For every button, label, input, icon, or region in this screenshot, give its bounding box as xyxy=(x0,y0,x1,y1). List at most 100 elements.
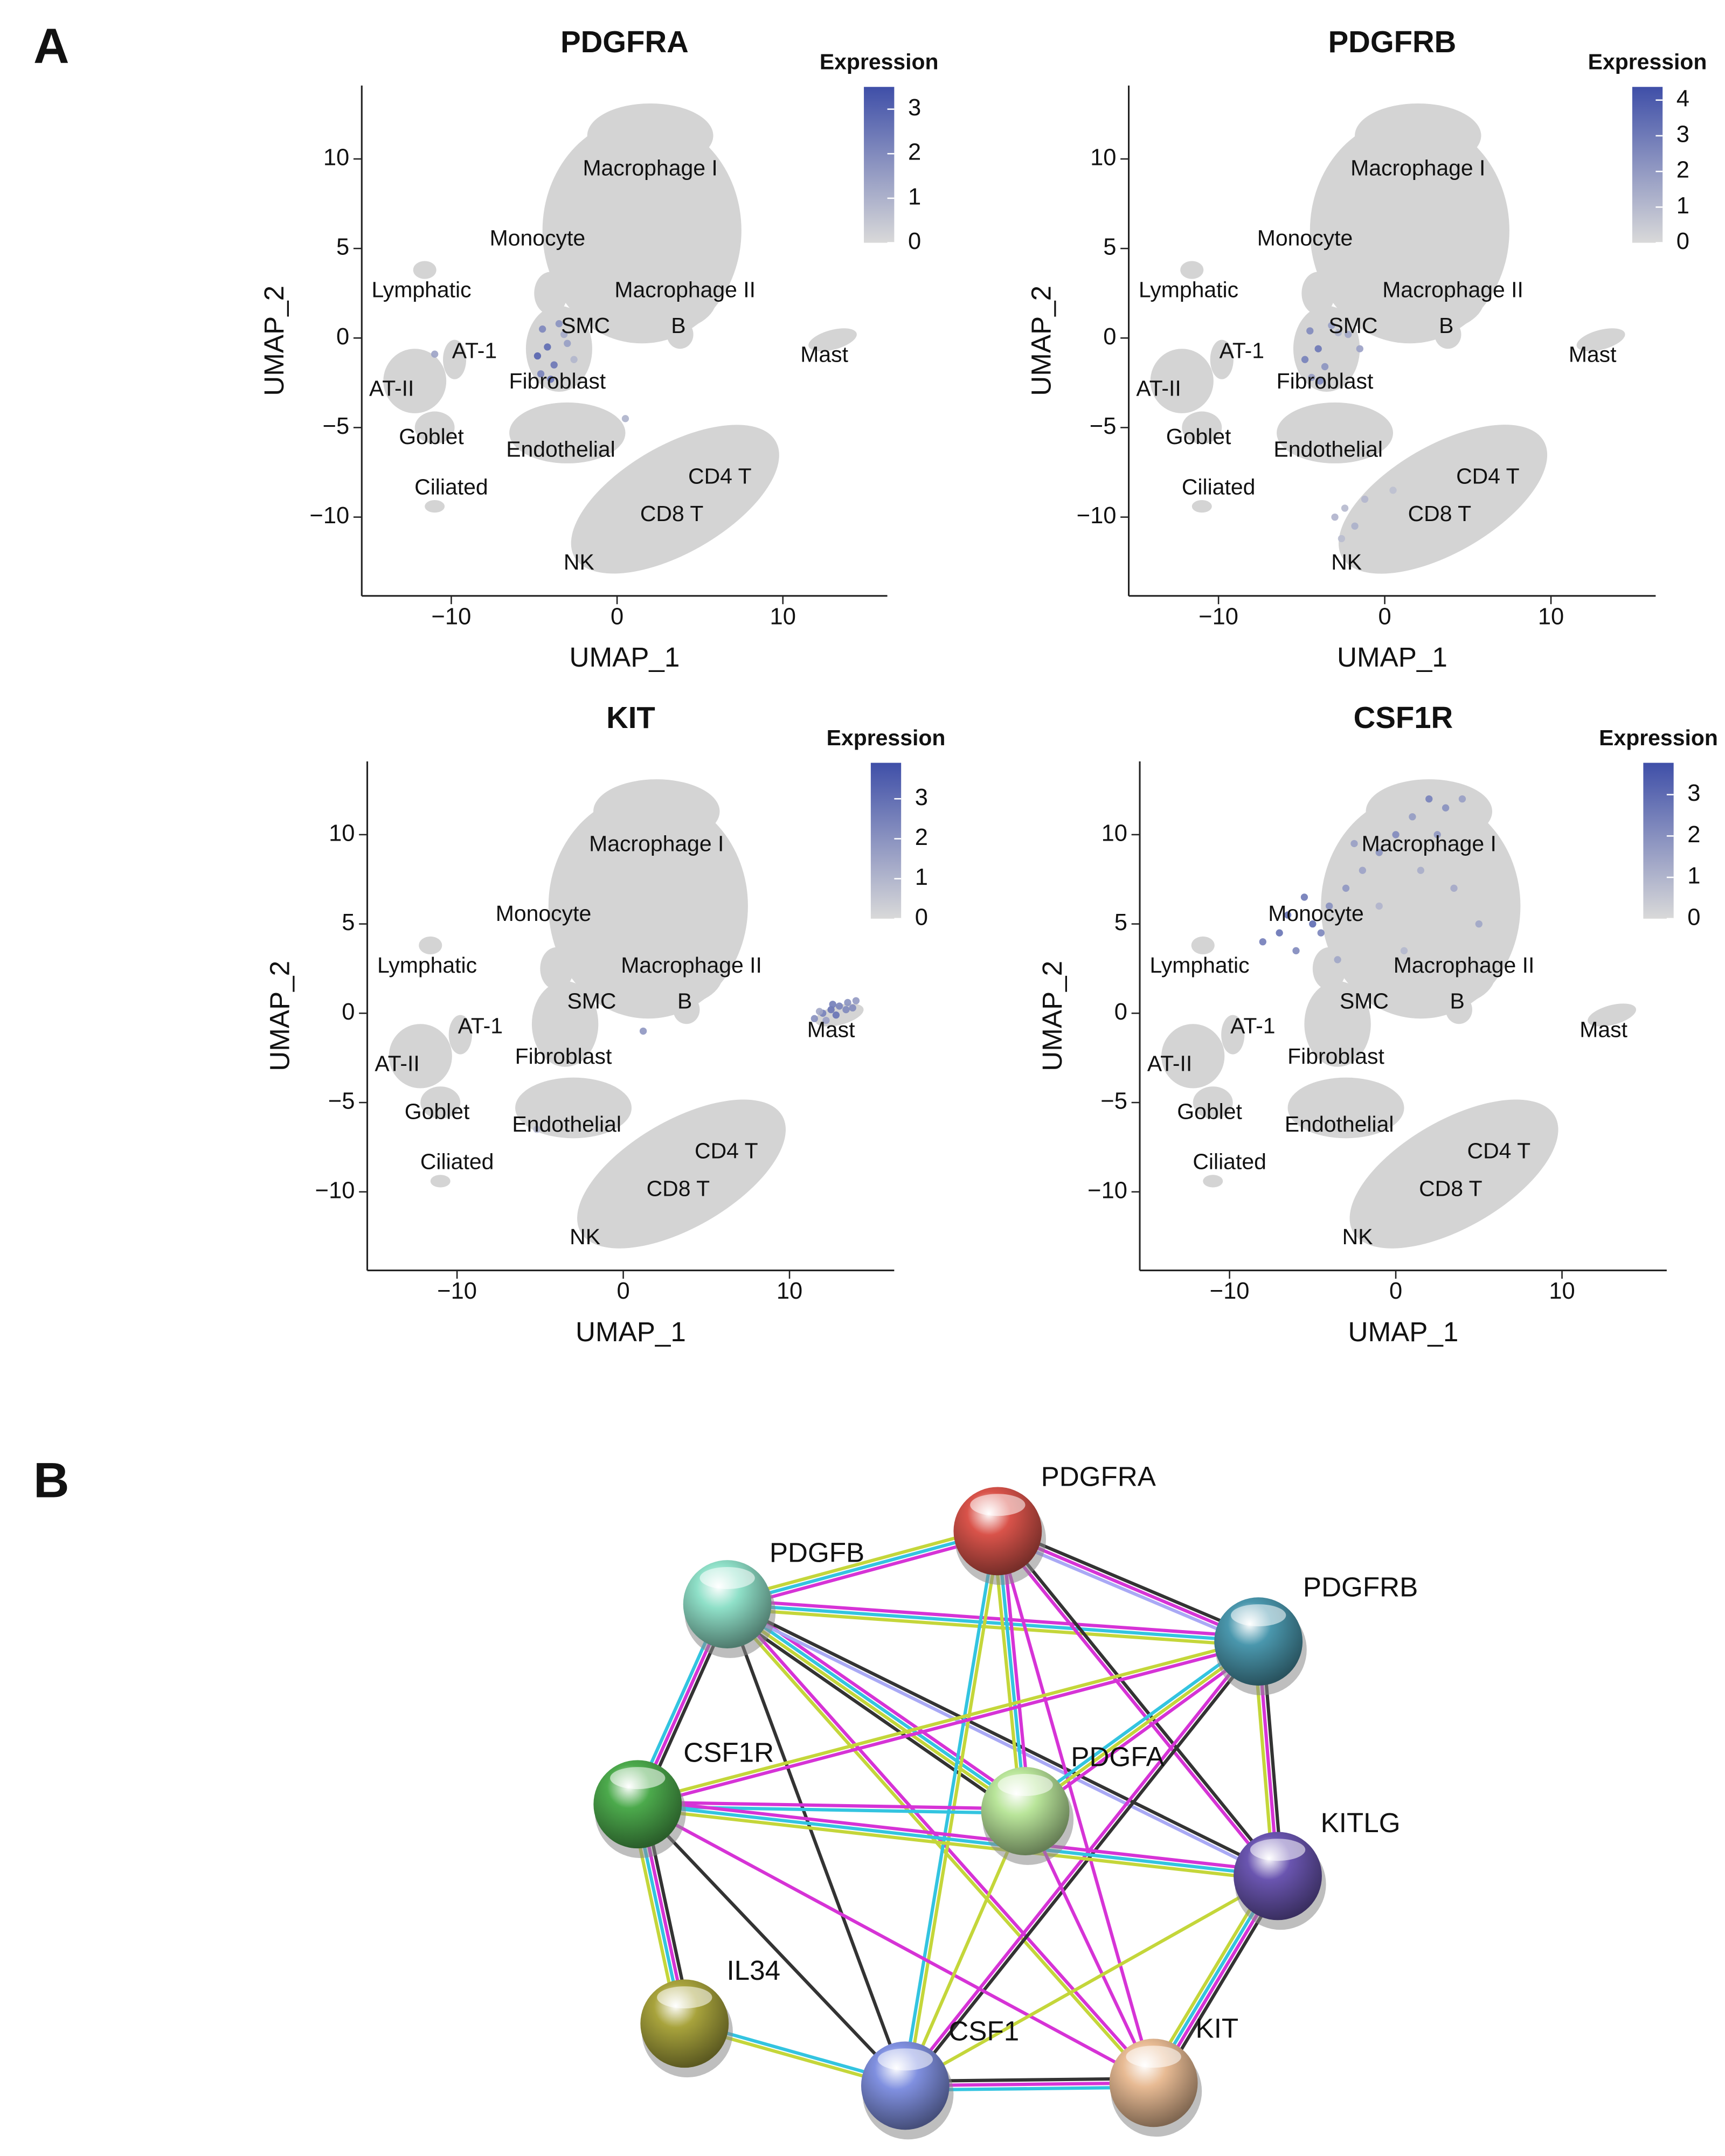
y-axis-label: UMAP_2 xyxy=(264,961,295,1071)
umap-panel: −10 0 10−10−50510PDGFRBUMAP_1UMAP_2Macroph… xyxy=(1026,25,1707,673)
cell-cloud xyxy=(1339,425,1548,574)
cell-point xyxy=(560,330,568,338)
chart-title: CSF1R xyxy=(1354,701,1453,734)
network-edge xyxy=(638,1798,1279,1874)
cell-point xyxy=(621,415,629,422)
y-tick-label: 5 xyxy=(342,910,355,935)
cell-point xyxy=(533,1126,541,1133)
cluster-label: Endothelial xyxy=(1285,1112,1394,1136)
node-highlight xyxy=(657,1986,712,2009)
cell-point xyxy=(1475,920,1482,928)
cell-cloud xyxy=(1191,936,1215,954)
chart-title: KIT xyxy=(606,701,655,734)
cell-cloud xyxy=(1349,1099,1558,1249)
network-edge xyxy=(728,1600,1280,1876)
y-axis-label: UMAP_2 xyxy=(1026,286,1056,396)
cell-point xyxy=(1345,330,1352,338)
cell-point xyxy=(852,997,860,1004)
cell-point xyxy=(564,339,571,347)
cell-point xyxy=(1458,795,1466,803)
cell-point xyxy=(844,999,851,1007)
cell-cloud xyxy=(1445,995,1472,1024)
cluster-label: Lymphatic xyxy=(1150,953,1250,978)
cluster-label: B xyxy=(1450,988,1465,1013)
cell-cloud xyxy=(1210,339,1234,379)
cluster-label: Fibroblast xyxy=(1287,1044,1384,1069)
colorbar-tick-label: 0 xyxy=(915,904,928,930)
colorbar-tick-label: 2 xyxy=(1676,157,1689,183)
network-edge xyxy=(726,1529,999,1606)
y-tick-label: 10 xyxy=(1101,820,1127,846)
cell-point xyxy=(1375,849,1383,856)
cell-point xyxy=(1375,902,1383,910)
colorbar xyxy=(1643,762,1674,919)
network-edge xyxy=(1021,1637,1257,1809)
cell-cloud xyxy=(1182,411,1222,444)
cell-point xyxy=(570,356,578,363)
cell-cloud xyxy=(1312,947,1346,990)
cluster-label: Fibroblast xyxy=(509,369,606,393)
cell-cloud xyxy=(623,941,723,1007)
cell-cloud xyxy=(383,349,447,413)
cluster-label: Macrophage II xyxy=(1394,953,1535,978)
y-tick-label: 5 xyxy=(1103,234,1116,260)
cell-point xyxy=(1284,911,1292,919)
cell-cloud xyxy=(667,320,694,349)
cell-point xyxy=(835,1002,843,1010)
cluster-label: Ciliated xyxy=(1182,474,1256,499)
cell-point xyxy=(810,1015,818,1022)
cell-point xyxy=(1259,938,1266,946)
node-label: PDGFB xyxy=(770,1537,864,1568)
cluster-label: Macrophage I xyxy=(589,831,724,856)
cell-cloud xyxy=(587,103,713,168)
panel-label: B xyxy=(33,1453,70,1508)
cell-point xyxy=(555,320,563,328)
cell-cloud xyxy=(593,779,720,844)
cluster-label: Ciliated xyxy=(420,1149,494,1174)
cluster-label: Monocyte xyxy=(490,225,585,250)
network-edge xyxy=(725,1604,1278,1880)
cluster-label: B xyxy=(671,313,685,338)
colorbar xyxy=(870,762,902,919)
cluster-label: AT-1 xyxy=(458,1014,503,1038)
x-tick-label: −10 xyxy=(1199,604,1238,629)
cluster-label: NK xyxy=(564,550,594,574)
y-tick-label: −5 xyxy=(1100,1089,1127,1114)
cluster-label: Lymphatic xyxy=(377,953,477,978)
cell-point xyxy=(1300,893,1308,901)
node-label: CSF1 xyxy=(948,2016,1019,2047)
node-highlight xyxy=(699,1566,755,1589)
colorbar-tick-label: 2 xyxy=(1687,822,1700,848)
cell-cloud xyxy=(571,425,779,574)
cluster-label: NK xyxy=(570,1224,600,1249)
y-tick-label: 5 xyxy=(1114,910,1127,935)
cell-cloud xyxy=(1161,1024,1225,1089)
cell-cloud xyxy=(617,266,717,331)
y-tick-label: 0 xyxy=(1103,324,1116,350)
cluster-label: Macrophage I xyxy=(1362,831,1497,856)
cluster-label: Goblet xyxy=(1177,1099,1242,1124)
network-edge xyxy=(636,1803,1155,2085)
cluster-label: SMC xyxy=(1340,988,1389,1013)
colorbar-tick-label: 0 xyxy=(1687,904,1700,930)
cell-cloud xyxy=(448,1015,472,1055)
cell-point xyxy=(1326,902,1333,910)
cluster-label: Goblet xyxy=(1166,424,1231,449)
cell-point xyxy=(550,361,558,369)
node-label: PDGFRB xyxy=(1303,1571,1418,1602)
chart-title: PDGFRA xyxy=(560,25,689,59)
y-tick-label: −5 xyxy=(328,1089,355,1114)
cell-point xyxy=(1361,495,1369,503)
cluster-label: Macrophage I xyxy=(1350,156,1485,181)
cell-cloud xyxy=(1193,1086,1233,1119)
y-tick-label: −5 xyxy=(323,413,350,439)
chart-title: PDGFRB xyxy=(1328,25,1457,59)
node-label: KIT xyxy=(1196,2013,1239,2044)
cluster-label: Endothelial xyxy=(1273,436,1383,461)
colorbar-title: Expression xyxy=(1588,50,1707,74)
network-edge xyxy=(638,1642,1259,1808)
y-tick-label: −10 xyxy=(1087,1177,1127,1203)
colorbar xyxy=(864,87,895,243)
node-highlight xyxy=(877,2048,933,2071)
network: PDGFRA PDGFB PDGFRB CSF1R PDGFA KITLG IL34 CSF1… xyxy=(593,1461,1418,2140)
